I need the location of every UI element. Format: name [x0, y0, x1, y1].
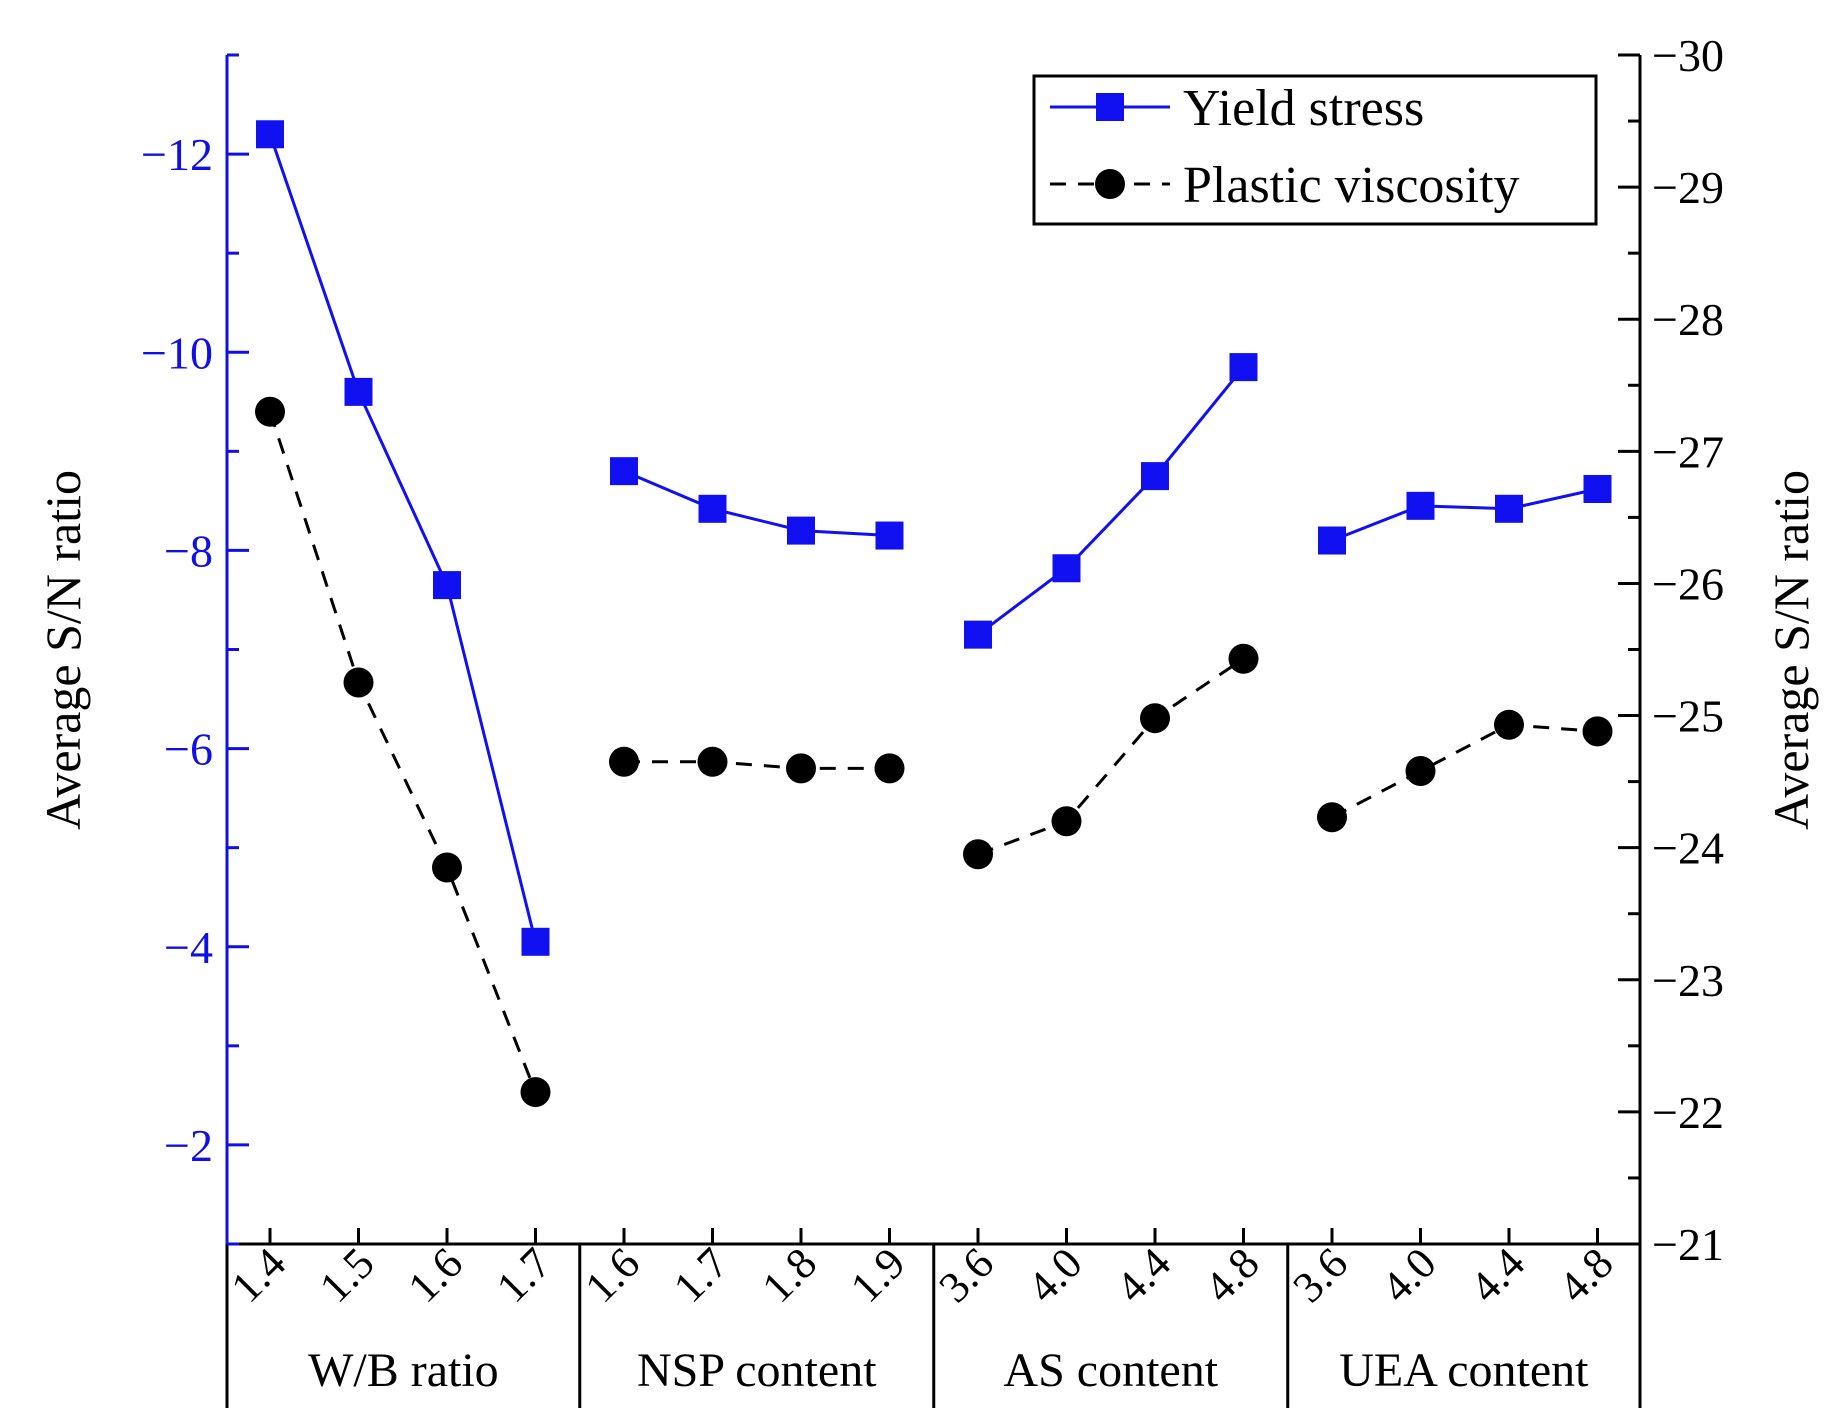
- plastic-viscosity-point: [1582, 716, 1613, 747]
- right-tick-label: −25: [1652, 691, 1724, 742]
- group-label: NSP content: [637, 1344, 877, 1397]
- right-tick-label: −27: [1652, 426, 1724, 477]
- yield-stress-point: [1495, 494, 1523, 523]
- plastic-viscosity-point: [432, 852, 462, 883]
- plastic-viscosity-point: [255, 396, 285, 427]
- left-tick-label: −2: [164, 1120, 213, 1171]
- legend-yield-marker: [1096, 93, 1124, 121]
- left-axis-ticks: −12 −10 −8 −6 −4 −2: [141, 53, 249, 1246]
- x-tick-label: 4.4: [1107, 1238, 1181, 1312]
- x-tick-label: 4.8: [1549, 1238, 1623, 1312]
- right-tick-label: −22: [1652, 1087, 1724, 1138]
- plastic-viscosity-line: [1331, 723, 1598, 819]
- legend-viscosity-label: Plastic viscosity: [1183, 157, 1520, 214]
- plastic-viscosity-point: [520, 1077, 551, 1108]
- right-tick-label: −29: [1652, 162, 1724, 213]
- yield-stress-point: [1141, 462, 1169, 491]
- plastic-viscosity-point: [1140, 703, 1170, 734]
- x-tick-label: 1.6: [576, 1238, 650, 1312]
- plastic-viscosity-line: [624, 760, 890, 770]
- x-tick-label: 4.8: [1195, 1238, 1269, 1312]
- yield-stress-point: [1318, 526, 1346, 555]
- series-layer: [255, 120, 1613, 1108]
- x-tick-label: 4.4: [1461, 1238, 1535, 1312]
- legend-yield-label: Yield stress: [1183, 80, 1424, 137]
- x-tick-label: 4.0: [1372, 1238, 1446, 1312]
- plastic-viscosity-point: [874, 753, 905, 784]
- right-tick-label: −26: [1652, 558, 1724, 609]
- yield-stress-line: [1331, 487, 1598, 542]
- yield-stress-point: [433, 571, 461, 600]
- yield-stress-point: [787, 516, 815, 545]
- yield-stress-point: [610, 457, 638, 486]
- yield-stress-point: [1052, 554, 1081, 583]
- right-tick-label: −21: [1652, 1219, 1724, 1270]
- plastic-viscosity-point: [609, 746, 639, 777]
- yield-stress-point: [1583, 474, 1612, 503]
- x-axis-ticks: 1.4 1.5 1.6 1.7 1.6 1.7 1.8 1.9 3.6 4.0 4.4 4.8 3.6 4…: [222, 1228, 1623, 1312]
- yield-stress-point: [1229, 353, 1258, 382]
- plastic-viscosity-point: [1051, 806, 1082, 837]
- plastic-viscosity-line: [977, 657, 1245, 856]
- x-tick-label: 1.7: [664, 1238, 738, 1312]
- yield-stress-point: [521, 927, 550, 956]
- yield-stress-line: [977, 366, 1245, 636]
- x-tick-label: 4.0: [1018, 1238, 1092, 1312]
- y-axis-right-title: Average S/N ratio: [1763, 470, 1819, 830]
- yield-stress-point: [256, 120, 284, 149]
- left-tick-label: −8: [164, 525, 213, 576]
- yield-stress-point: [698, 494, 727, 523]
- plastic-viscosity-point: [1405, 756, 1436, 787]
- x-tick-label: 1.8: [753, 1238, 827, 1312]
- yield-stress-point: [1406, 491, 1435, 520]
- group-label: UEA content: [1339, 1344, 1589, 1397]
- plastic-viscosity-point: [343, 667, 374, 698]
- yield-stress-point: [344, 377, 373, 406]
- x-tick-label: 3.6: [1284, 1238, 1358, 1312]
- x-tick-label: 1.4: [222, 1238, 296, 1312]
- x-tick-label: 1.5: [310, 1238, 384, 1312]
- plastic-viscosity-point: [697, 746, 728, 777]
- group-labels: W/B ratio NSP content AS content UEA conten…: [308, 1244, 1589, 1408]
- group-label: W/B ratio: [308, 1344, 499, 1397]
- y-axis-left-title: Average S/N ratio: [35, 470, 91, 830]
- right-tick-label: −28: [1652, 294, 1724, 345]
- right-tick-label: −30: [1652, 30, 1724, 81]
- plastic-viscosity-point: [1228, 643, 1259, 674]
- left-tick-label: −4: [164, 922, 213, 973]
- left-tick-label: −12: [141, 129, 213, 180]
- plastic-viscosity-line: [268, 411, 537, 1093]
- x-tick-label: 1.7: [487, 1238, 561, 1312]
- x-tick-label: 1.9: [841, 1238, 915, 1312]
- plastic-viscosity-point: [786, 753, 816, 784]
- plastic-viscosity-point: [1317, 802, 1347, 833]
- x-tick-label: 1.6: [399, 1238, 473, 1312]
- left-tick-label: −6: [164, 724, 213, 775]
- yield-stress-point: [875, 521, 904, 550]
- left-tick-label: −10: [141, 327, 213, 378]
- right-axis-ticks: −30 −29 −28 −27 −26 −25 −24 −23 −22 −21: [1618, 30, 1724, 1270]
- yield-stress-point: [964, 620, 992, 649]
- right-tick-label: −23: [1652, 955, 1724, 1006]
- plastic-viscosity-point: [963, 839, 993, 870]
- yield-stress-line: [623, 469, 890, 538]
- legend: Yield stress Plastic viscosity: [1032, 74, 1598, 226]
- group-label: AS content: [1003, 1344, 1218, 1397]
- yield-stress-line: [268, 133, 537, 943]
- legend-viscosity-marker: [1095, 169, 1125, 199]
- right-tick-label: −24: [1652, 823, 1724, 874]
- x-tick-label: 3.6: [930, 1238, 1004, 1312]
- legend-box: [1032, 74, 1598, 226]
- plastic-viscosity-point: [1494, 709, 1524, 740]
